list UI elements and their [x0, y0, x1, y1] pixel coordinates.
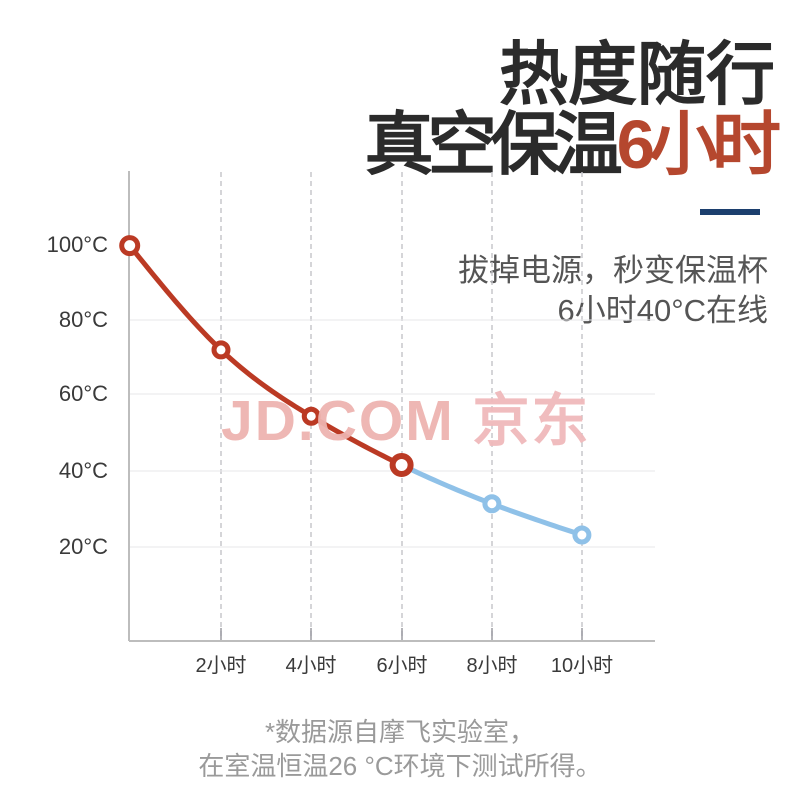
svg-text:6小时: 6小时 [376, 654, 427, 677]
svg-text:100°C: 100°C [47, 232, 109, 257]
svg-text:2小时: 2小时 [195, 654, 246, 677]
svg-text:60°C: 60°C [59, 381, 108, 406]
svg-text:8小时: 8小时 [466, 654, 517, 677]
svg-text:40°C: 40°C [59, 458, 108, 483]
svg-text:80°C: 80°C [59, 307, 108, 332]
svg-text:20°C: 20°C [59, 534, 108, 559]
svg-text:4小时: 4小时 [285, 654, 336, 677]
svg-text:10小时: 10小时 [551, 654, 613, 677]
